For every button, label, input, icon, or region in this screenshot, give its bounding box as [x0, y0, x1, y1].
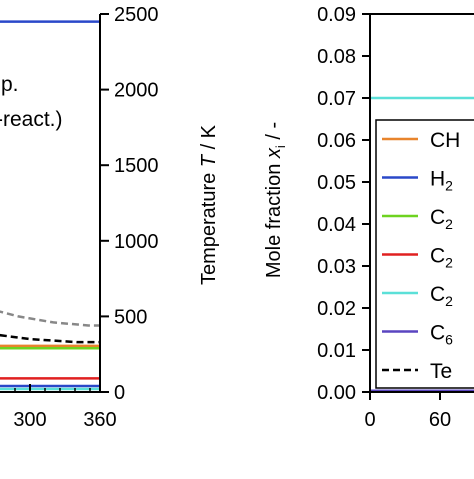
right-x-tick-label: 0	[364, 409, 375, 431]
legend-entry-label: CH	[430, 129, 460, 152]
annotation-line-2: -react.)	[0, 108, 63, 131]
right-panel: Mole fraction xi / - 0.000.010.020.030.0…	[263, 4, 474, 431]
temperature-tick-label: 1500	[114, 155, 159, 177]
right-series-group	[370, 96, 474, 392]
mole-fraction-axis-label: Mole fraction xi / -	[263, 122, 288, 278]
left-x-axis-ticks: 300 360	[13, 384, 117, 431]
temperature-tick-label: 2000	[114, 80, 159, 102]
temperature-axis-ticks: 0 500 1000 1500 2000 2500	[100, 4, 159, 404]
mole-fraction-tick-label: 0.08	[317, 46, 356, 68]
temperature-tick-label: 1000	[114, 231, 159, 253]
mole-fraction-tick-label: 0.03	[317, 256, 356, 278]
temperature-tick-label: 2500	[114, 4, 159, 26]
mole-fraction-tick-label: 0.05	[317, 172, 356, 194]
mole-fraction-tick-label: 0.06	[317, 130, 356, 152]
left-x-tick-label: 360	[83, 409, 116, 431]
mole-fraction-tick-label: 0.00	[317, 382, 356, 404]
temperature-tick-label: 500	[114, 306, 147, 328]
mole-fraction-tick-label: 0.01	[317, 340, 356, 362]
left-series-line-2	[0, 310, 100, 327]
mole-fraction-tick-label: 0.09	[317, 4, 356, 26]
mole-fraction-tick-label: 0.07	[317, 88, 356, 110]
mole-fraction-axis-ticks: 0.00 0.01 0.02 0.03 0.04 0.05 0.06 0.07 0.08 0.09	[317, 4, 370, 404]
legend-entry-label: Te	[430, 360, 452, 383]
left-x-tick-label: 300	[13, 409, 46, 431]
right-x-axis-ticks: 0 60	[364, 392, 451, 431]
mole-fraction-tick-label: 0.02	[317, 298, 356, 320]
temperature-axis-label: Temperature T / K	[198, 124, 220, 285]
annotation-line-1: p.	[1, 73, 19, 96]
right-x-tick-label: 60	[429, 409, 451, 431]
temperature-tick-label: 0	[114, 382, 125, 404]
mole-fraction-tick-label: 0.04	[317, 214, 356, 236]
